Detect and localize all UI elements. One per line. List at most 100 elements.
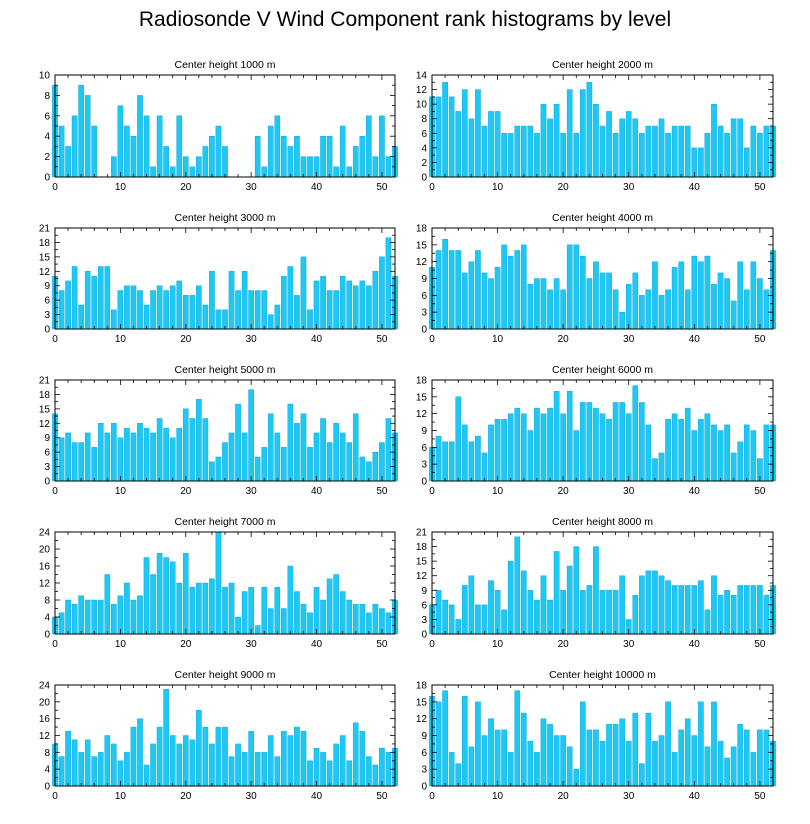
histogram-bar [684,125,691,178]
histogram-bar [507,133,514,178]
histogram-bar [97,423,104,482]
histogram-bar [137,423,143,482]
histogram-bar [71,604,78,635]
y-tick-label: 9 [421,586,427,597]
y-tick-label: 0 [421,782,427,793]
histogram-bar [448,604,455,635]
histogram-bar [163,290,169,330]
histogram-bar [163,427,169,482]
histogram-bar [547,289,553,330]
histogram-bar [313,432,320,482]
histogram-bar [580,701,586,787]
histogram-bar [757,278,763,330]
histogram-bar [202,146,209,178]
x-tick-label: 30 [623,791,635,802]
histogram-bar [359,604,366,635]
histogram-bar [169,437,176,482]
histogram-bar [333,166,339,178]
y-tick-label: 15 [39,404,51,415]
histogram-bar [455,250,462,330]
y-tick-label: 16 [39,562,51,573]
histogram-bar [71,115,78,178]
histogram-bar [91,275,98,330]
histogram-bar [287,565,294,635]
histogram-bar [501,133,507,178]
histogram-bar [130,285,137,330]
x-tick-label: 10 [492,639,504,650]
histogram-bar [320,752,326,787]
histogram-bar [313,280,320,330]
histogram-bar [307,156,313,178]
histogram-bar [346,166,353,178]
x-tick-label: 0 [52,639,58,650]
histogram-bar [267,314,274,330]
histogram-bar [235,743,241,787]
histogram-bar [339,591,346,635]
histogram-bar [58,612,65,635]
histogram-bar [547,724,553,787]
histogram-bar [757,585,763,635]
histogram-bar [698,701,704,787]
histogram-bar [606,724,612,787]
histogram-bar [58,437,65,482]
y-tick-label: 2 [44,152,50,163]
histogram-bar [606,111,612,178]
histogram-bar [553,735,560,787]
histogram-bar [547,118,553,178]
panel-title: Center height 9000 m [175,669,276,681]
histogram-bar [222,146,228,178]
histogram-bar [111,156,117,178]
histogram-bar [625,740,632,787]
histogram-bar [566,746,573,787]
histogram-bar [678,585,685,635]
x-tick-label: 10 [115,791,127,802]
histogram-bar [743,424,750,482]
histogram-bar [580,402,586,482]
histogram-bar [540,575,547,635]
histogram-bar [580,255,586,330]
histogram-bar [333,423,339,482]
histogram-bar [730,452,737,482]
histogram-bar [65,280,71,330]
histogram-bar [711,424,717,482]
histogram-bar [156,553,163,635]
histogram-bar [366,756,372,787]
histogram-bar [560,735,566,787]
histogram-bar [352,285,359,330]
histogram-bar [691,585,698,635]
x-tick-label: 30 [246,639,258,650]
histogram-bar [65,432,71,482]
histogram-bar [320,275,326,330]
histogram-bar [215,531,222,635]
x-tick-label: 0 [429,486,435,497]
y-tick-label: 6 [44,296,50,307]
histogram-bar [678,261,685,330]
chart-main-title: Radiosonde V Wind Component rank histogr… [138,8,672,31]
histogram-bar [294,295,300,330]
histogram-bar [658,118,665,178]
histogram-bar [143,427,150,482]
histogram-bar [652,125,658,178]
histogram-bar [222,726,228,787]
histogram-bar [346,599,353,635]
histogram-bar [711,701,717,787]
x-tick-label: 20 [558,182,570,193]
histogram-bar [488,424,494,482]
y-tick-label: 9 [421,731,427,742]
histogram-bar [757,133,763,178]
histogram-bar [156,418,163,482]
histogram-bar [461,89,468,178]
histogram-bar [553,551,560,635]
x-tick-label: 40 [311,639,323,650]
x-tick-label: 0 [429,639,435,650]
histogram-bar [612,402,619,482]
y-tick-label: 4 [44,613,50,624]
histogram-bar [333,743,339,787]
histogram-bar [540,413,547,482]
histogram-bar [671,125,678,178]
histogram-bar [117,437,124,482]
histogram-bar [169,735,176,787]
histogram-bar [189,295,196,330]
histogram-bar [339,275,346,330]
histogram-bar [691,255,698,330]
